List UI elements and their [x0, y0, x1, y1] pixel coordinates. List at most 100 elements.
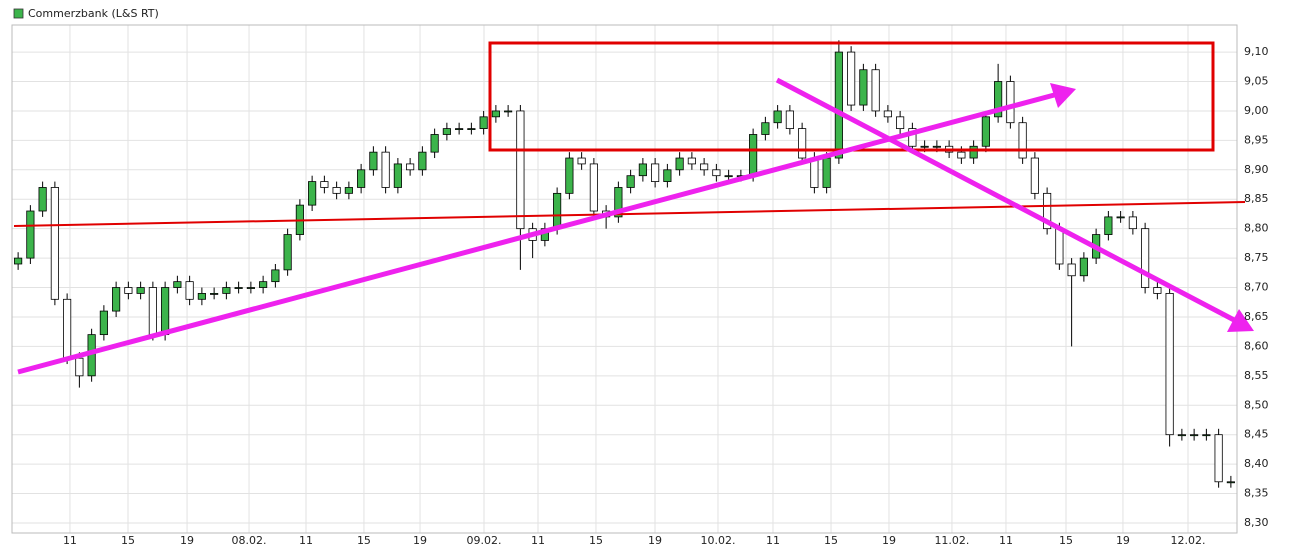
candle-body	[663, 169, 672, 182]
candle-body	[357, 169, 366, 188]
candle-body	[969, 145, 978, 159]
candle-body	[283, 234, 292, 271]
candle-body	[761, 122, 770, 135]
candle-body	[393, 163, 402, 188]
candle-body	[994, 81, 1003, 118]
x-tick-label: 08.02.	[232, 534, 267, 547]
candle-body	[589, 163, 598, 212]
candle-body	[344, 187, 353, 194]
x-tick-label: 19	[180, 534, 194, 547]
candle-body	[222, 287, 231, 294]
candle-body	[932, 145, 941, 148]
candle-body	[112, 287, 121, 312]
candle-body	[981, 116, 990, 147]
candle-body	[491, 110, 500, 118]
candle-body	[369, 151, 378, 171]
annotations	[13, 41, 1254, 375]
plot-frame	[11, 24, 1238, 534]
trend-arrow	[775, 77, 1238, 324]
trend-line	[13, 201, 1246, 227]
candle-body	[26, 210, 35, 259]
candle-body	[1067, 263, 1076, 277]
candle-body	[148, 287, 157, 336]
x-tick-label: 19	[882, 534, 896, 547]
x-tick-label: 11	[766, 534, 780, 547]
y-tick-label: 8,65	[1244, 310, 1269, 323]
y-tick-label: 8,95	[1244, 133, 1269, 146]
x-tick-label: 10.02.	[700, 534, 735, 547]
candle-body	[332, 187, 341, 194]
candle-body	[908, 128, 917, 147]
candle-body	[785, 110, 794, 130]
x-tick-label: 12.02.	[1171, 534, 1206, 547]
y-tick-label: 8,45	[1244, 428, 1269, 441]
y-tick-label: 9,10	[1244, 45, 1269, 58]
candle-body	[185, 281, 194, 300]
candle-body	[614, 187, 623, 218]
candle-body	[516, 110, 525, 230]
candle-body	[246, 287, 255, 289]
candle-body	[38, 187, 47, 212]
y-tick-label: 8,80	[1244, 222, 1269, 235]
candle-body	[504, 110, 513, 113]
candle-body	[859, 69, 868, 106]
candle-body	[626, 175, 635, 188]
candle-body	[1116, 216, 1125, 219]
y-tick-label: 8,70	[1244, 281, 1269, 294]
candle-body	[161, 287, 170, 336]
candle-body	[724, 175, 733, 178]
candle-body	[1153, 287, 1162, 294]
candle-body	[798, 128, 807, 159]
x-tick-label: 11	[63, 534, 77, 547]
arrow-head	[1050, 83, 1076, 108]
candle-body	[259, 281, 268, 288]
candle-body	[565, 157, 574, 194]
candle-body	[712, 169, 721, 177]
candle-body	[883, 110, 892, 118]
x-tick-label: 09.02.	[466, 534, 501, 547]
y-tick-label: 8,50	[1244, 398, 1269, 411]
y-tick-label: 8,40	[1244, 457, 1269, 470]
candle-body	[1128, 216, 1137, 230]
candle-body	[1018, 122, 1027, 159]
candle-body	[271, 269, 280, 283]
candle-body	[14, 257, 23, 265]
candle-body	[834, 51, 843, 159]
candle-body	[1043, 192, 1052, 230]
x-tick-label: 15	[1059, 534, 1073, 547]
y-tick-label: 8,85	[1244, 192, 1269, 205]
candle-body	[1177, 434, 1186, 437]
y-tick-label: 8,30	[1244, 516, 1269, 529]
candle-body	[442, 128, 451, 135]
candle-body	[210, 293, 219, 295]
candle-body	[308, 181, 317, 206]
candle-body	[479, 116, 488, 130]
x-tick-label: 15	[824, 534, 838, 547]
candle-body	[1030, 157, 1039, 194]
chart-title: Commerzbank (L&S RT)	[28, 7, 159, 20]
x-tick-label: 19	[648, 534, 662, 547]
candle-body	[136, 287, 145, 294]
candle-body	[847, 51, 856, 106]
candle-body	[957, 151, 966, 159]
candle-body	[773, 110, 782, 124]
arrow-head	[1227, 309, 1254, 332]
candle-body	[63, 298, 72, 359]
x-tick-label: 11.02.	[934, 534, 969, 547]
x-tick-label: 11	[299, 534, 313, 547]
candle-body	[749, 134, 758, 177]
y-tick-label: 8,35	[1244, 487, 1269, 500]
candle-body	[822, 157, 831, 188]
candle-body	[234, 287, 243, 289]
candle-body	[553, 192, 562, 230]
y-tick-label: 9,05	[1244, 75, 1269, 88]
candle-body	[1214, 434, 1223, 483]
x-tick-label: 19	[413, 534, 427, 547]
candle-body	[1202, 434, 1211, 437]
candle-body	[455, 128, 464, 131]
x-tick-label: 15	[357, 534, 371, 547]
candle-body	[467, 128, 476, 131]
candle-body	[871, 69, 880, 112]
candle-body	[638, 163, 647, 177]
x-tick-label: 15	[121, 534, 135, 547]
